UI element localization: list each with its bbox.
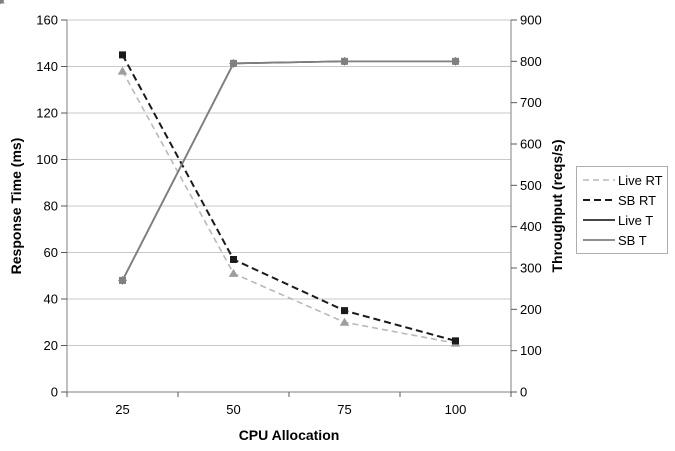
y-right-tick-label: 500 <box>520 178 542 193</box>
legend-item-live-rt: Live RT <box>583 173 667 188</box>
series-sb-t-line <box>121 60 456 281</box>
legend-sample-sb-rt <box>583 199 615 201</box>
legend-label: Live T <box>618 212 654 228</box>
x-tick-label: 50 <box>226 402 240 417</box>
x-axis-title: CPU Allocation <box>238 427 340 443</box>
y-left-tick-label: 100 <box>36 152 58 167</box>
series-sb-rt-marker <box>119 51 126 59</box>
series-sb-t-marker <box>119 276 126 284</box>
y-left-tick-label: 60 <box>44 245 58 260</box>
legend-item-sb-t: SB T <box>583 233 667 248</box>
y-left-tick-label: 40 <box>44 292 58 307</box>
y-left-tick-label: 140 <box>36 59 58 74</box>
y-right-tick-label: 200 <box>520 302 542 317</box>
y-left-tick-label: 160 <box>36 13 58 28</box>
y-right-tick-label: 800 <box>520 54 542 69</box>
series-live-rt-line <box>121 70 456 344</box>
series-live-rt-marker <box>339 317 350 326</box>
legend-label: SB RT <box>618 192 657 208</box>
y-right-tick-label: 600 <box>520 137 542 152</box>
right-axis-title: Throughput (reqs/s) <box>549 139 565 273</box>
x-tick-label: 25 <box>115 402 129 417</box>
legend-sample-live-t <box>583 219 615 221</box>
x-tick-label: 100 <box>445 402 467 417</box>
x-tick-label: 75 <box>337 402 351 417</box>
y-right-tick-label: 700 <box>520 95 542 110</box>
series-sb-t-marker <box>452 57 459 65</box>
series-sb-rt-marker <box>341 307 348 315</box>
y-left-tick-label: 20 <box>44 338 58 353</box>
legend-sample-live-rt <box>583 179 615 181</box>
series-sb-rt-line <box>121 54 456 342</box>
legend: Live RT SB RT Live T SB T <box>576 166 668 254</box>
legend-item-sb-rt: SB RT <box>583 193 667 208</box>
legend-item-live-t: Live T <box>583 213 667 228</box>
y-left-tick-label: 80 <box>44 199 58 214</box>
square-marker-icon <box>0 0 4 4</box>
left-axis-title: Response Time (ms) <box>8 137 24 275</box>
series-live-t-line <box>121 60 456 281</box>
series-sb-rt-marker <box>452 337 459 345</box>
y-left-tick-label: 120 <box>36 106 58 121</box>
y-right-tick-label: 100 <box>520 343 542 358</box>
series-sb-rt-marker <box>230 255 237 263</box>
y-right-tick-label: 900 <box>520 13 542 28</box>
legend-sample-sb-t <box>583 239 615 241</box>
y-right-tick-label: 300 <box>520 261 542 276</box>
y-right-tick-label: 0 <box>520 385 527 400</box>
series-live-rt-marker <box>228 268 239 277</box>
series-sb-t-marker <box>230 59 237 67</box>
y-right-tick-label: 400 <box>520 219 542 234</box>
series-sb-t-marker <box>341 57 348 65</box>
legend-label: SB T <box>618 232 647 248</box>
legend-label: Live RT <box>618 172 663 188</box>
series-live-rt-marker <box>117 66 128 75</box>
y-left-tick-label: 0 <box>51 385 58 400</box>
